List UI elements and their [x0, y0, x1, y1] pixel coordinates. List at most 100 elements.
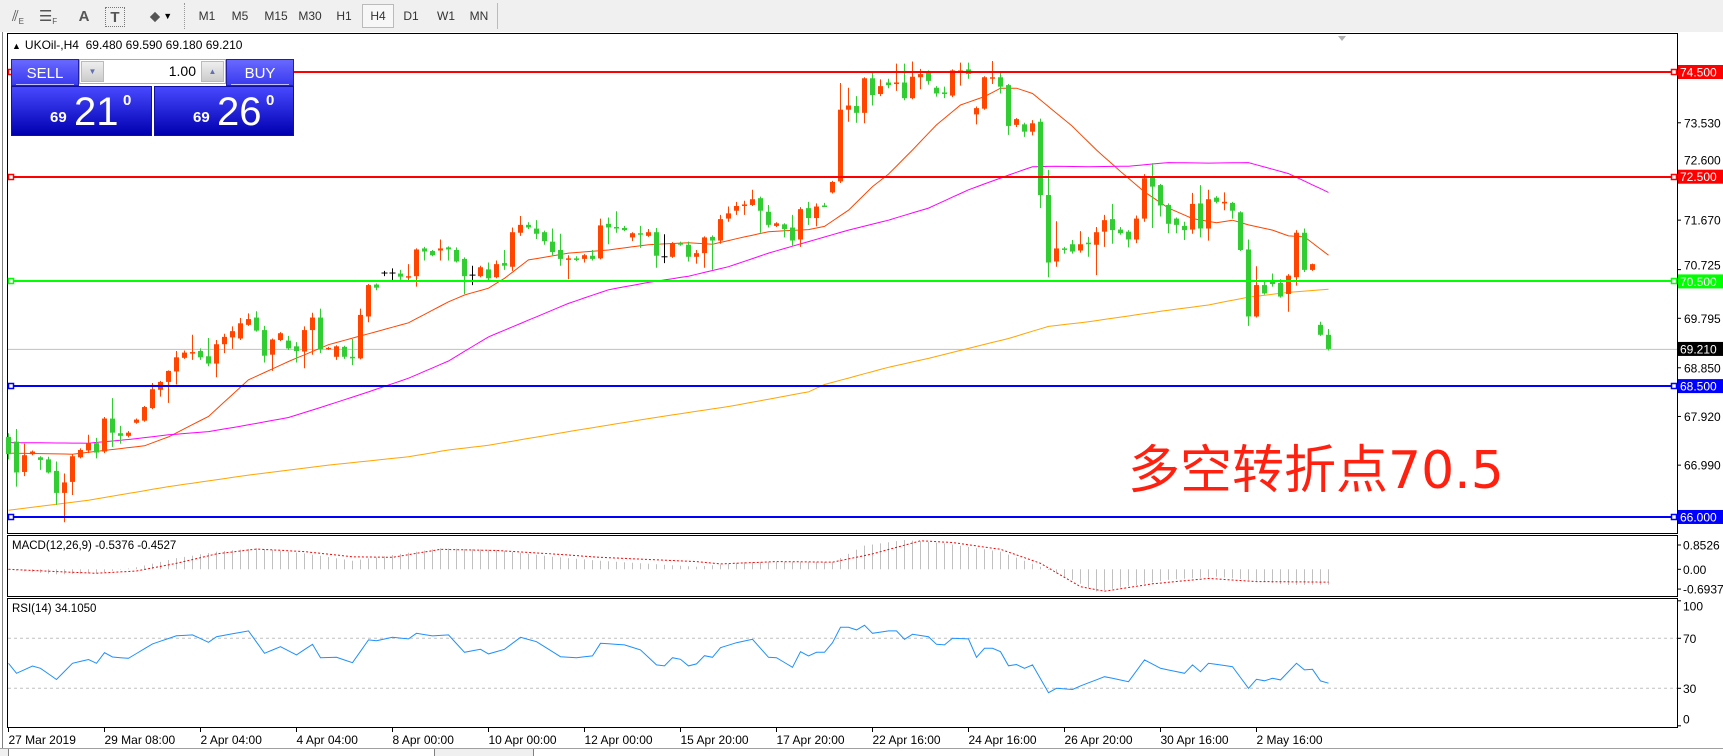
- level-handle-icon[interactable]: [7, 513, 15, 521]
- candle: [654, 228, 659, 268]
- level-handle-icon[interactable]: [7, 382, 15, 390]
- level-handle-icon[interactable]: [1670, 68, 1678, 76]
- lot-increase-button[interactable]: ▲: [201, 61, 224, 82]
- candle-body: [646, 232, 651, 236]
- candle-body: [998, 77, 1003, 87]
- chart-tab[interactable]: [533, 749, 1723, 756]
- candle: [510, 227, 515, 271]
- level-price-tag: [1678, 65, 1723, 79]
- arrows-tool-dropdown[interactable]: ⬥ ▼: [143, 4, 179, 28]
- candle-body: [462, 258, 467, 277]
- candle: [942, 86, 947, 99]
- candle-body: [830, 181, 835, 193]
- candle: [278, 332, 283, 342]
- candle: [1126, 230, 1131, 248]
- candle: [614, 211, 619, 233]
- candle: [670, 242, 675, 258]
- candle-body: [334, 346, 339, 357]
- candle-body: [318, 317, 323, 350]
- candle-body: [102, 418, 107, 452]
- text-label-tool-button[interactable]: T: [105, 7, 125, 27]
- candle: [78, 448, 83, 459]
- candle: [318, 308, 323, 354]
- candle-body: [1174, 218, 1179, 225]
- sell-price-box[interactable]: 69 21 0: [11, 86, 152, 136]
- candle: [982, 76, 987, 110]
- timeframe-m1[interactable]: M1: [198, 9, 216, 23]
- level-handle-icon[interactable]: [1670, 173, 1678, 181]
- level-handle-icon[interactable]: [1670, 382, 1678, 390]
- candle: [878, 79, 883, 97]
- candle-body: [1190, 203, 1195, 230]
- time-tick-label: 17 Apr 20:00: [777, 733, 845, 747]
- candle: [694, 249, 699, 264]
- candle: [854, 96, 859, 123]
- candle: [870, 72, 875, 106]
- level-handle-icon[interactable]: [1670, 277, 1678, 285]
- candle-body: [750, 199, 755, 205]
- candle-body: [686, 244, 691, 257]
- candle: [1030, 120, 1035, 136]
- candle: [661, 234, 668, 264]
- lot-size-stepper[interactable]: ▼ 1.00 ▲: [79, 59, 226, 84]
- level-handle-icon[interactable]: [1670, 513, 1678, 521]
- candle-body: [294, 346, 299, 352]
- chart-shift-marker-icon[interactable]: [1338, 36, 1346, 41]
- timeframe-m30[interactable]: M30: [298, 9, 322, 23]
- fibonacci-grid-icon: ☰: [38, 8, 53, 25]
- candle-body: [726, 213, 731, 219]
- candle-body: [1038, 121, 1043, 196]
- chart-tabs-bar: [0, 748, 1723, 756]
- timeframe-d1[interactable]: D1: [403, 9, 419, 23]
- candle-body: [630, 233, 635, 238]
- fibonacci-grid-tool-button[interactable]: ☰ F: [35, 4, 61, 28]
- candle-body: [1078, 244, 1083, 251]
- text-tool-button[interactable]: A: [71, 4, 97, 28]
- sell-button[interactable]: SELL: [11, 59, 79, 86]
- chart-tab[interactable]: [8, 749, 435, 756]
- candle: [1310, 263, 1315, 271]
- elliott-wave-tool-button[interactable]: ⫽ E: [5, 4, 31, 28]
- candle-body: [1294, 232, 1299, 278]
- level-price-tag: [1678, 274, 1723, 289]
- chart-background: [0, 32, 1723, 748]
- candle-body: [54, 470, 59, 493]
- timeframe-m15[interactable]: M15: [264, 9, 288, 23]
- candle: [910, 61, 915, 100]
- candle-body: [1094, 232, 1099, 245]
- lot-size-input[interactable]: 1.00: [168, 63, 196, 79]
- price-tick-label: 71.670: [1684, 214, 1721, 228]
- level-price-label: 66.000: [1680, 510, 1717, 524]
- candle-body: [1158, 185, 1163, 206]
- buy-price-prefix: 69: [193, 109, 210, 126]
- lot-decrease-button[interactable]: ▼: [81, 61, 104, 82]
- candle: [1246, 239, 1251, 326]
- candle-body: [1270, 281, 1275, 285]
- candle: [126, 431, 131, 438]
- candle-body: [742, 204, 747, 207]
- time-tick-label: 10 Apr 00:00: [489, 733, 557, 747]
- candle-body: [774, 223, 779, 226]
- candle-body: [1166, 204, 1171, 224]
- candle-body: [598, 225, 603, 259]
- timeframe-m5[interactable]: M5: [231, 9, 249, 23]
- buy-button[interactable]: BUY: [226, 59, 294, 86]
- candle-body: [366, 285, 371, 317]
- candle-body: [270, 339, 275, 355]
- level-price-label: 70.500: [1680, 275, 1717, 289]
- level-handle-icon[interactable]: [7, 277, 15, 285]
- timeframe-h1[interactable]: H1: [336, 9, 352, 23]
- timeframe-h4[interactable]: H4: [362, 4, 394, 28]
- candle-body: [670, 243, 675, 257]
- level-handle-icon[interactable]: [7, 173, 15, 181]
- candle: [70, 454, 75, 495]
- candle-body: [246, 319, 251, 325]
- timeframe-mn[interactable]: MN: [469, 9, 489, 23]
- candle: [726, 206, 731, 222]
- text-icon: A: [78, 7, 90, 25]
- timeframe-w1[interactable]: W1: [437, 9, 455, 23]
- candle: [534, 220, 539, 239]
- time-tick-label: 2 May 16:00: [1257, 733, 1323, 747]
- buy-price-box[interactable]: 69 26 0: [154, 86, 294, 136]
